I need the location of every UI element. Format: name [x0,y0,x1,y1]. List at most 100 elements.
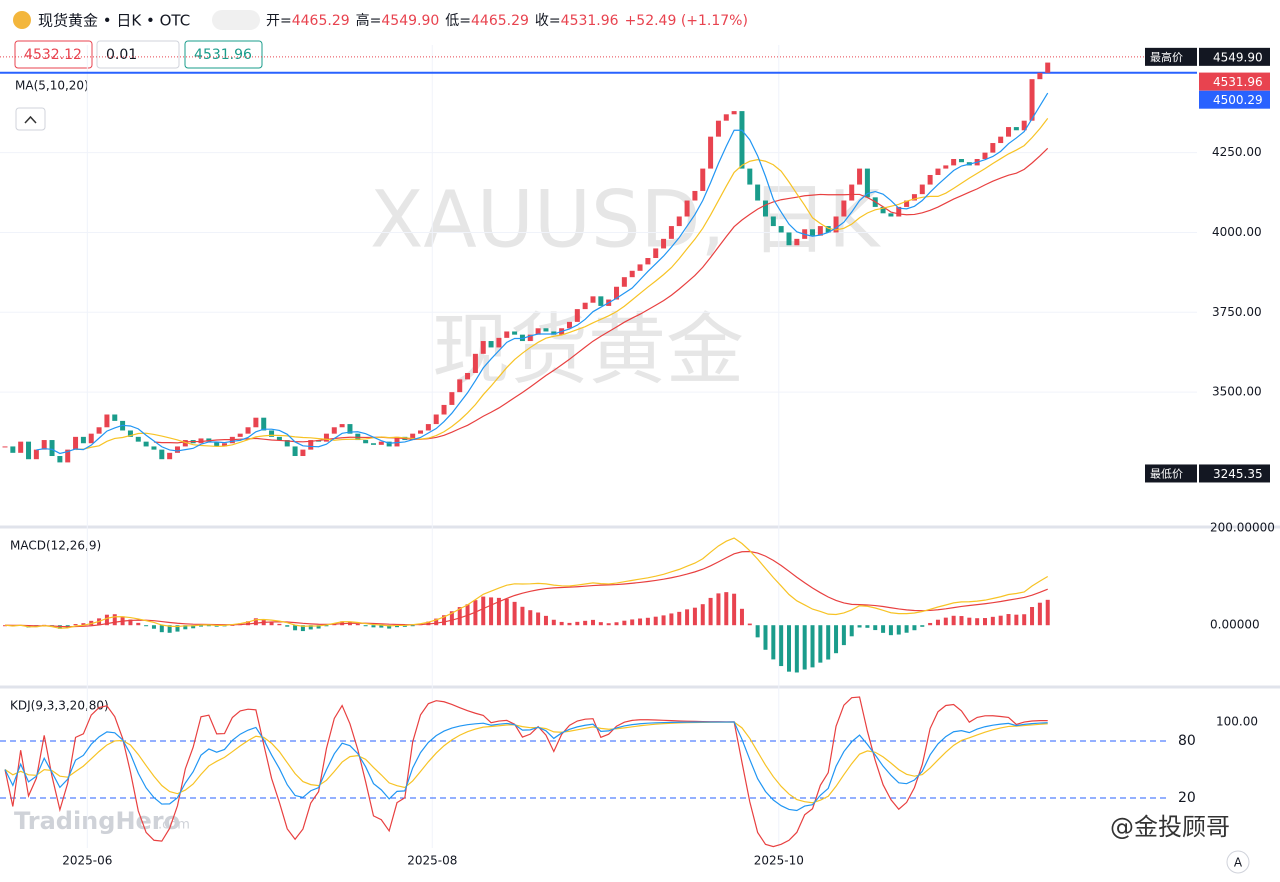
candle [378,441,384,445]
macd-bar [1030,606,1035,626]
candle [26,441,32,460]
candle [943,165,949,169]
brand-suffix: .com [158,818,190,833]
candle [700,168,706,191]
candle [245,427,251,434]
candle [911,194,917,201]
level-label: 80 [1178,733,1196,749]
candle [668,226,674,239]
macd-bar [316,625,321,629]
candle [786,232,792,246]
macd-bar [504,598,509,626]
macd-bar [732,593,737,626]
collapse-button[interactable] [15,107,46,131]
macd-tick-label: 0.00000 [1210,618,1260,632]
macd-bar [355,623,360,626]
candle [425,424,431,431]
candle [465,372,471,380]
candle [661,238,667,249]
candle [935,168,941,175]
macd-bar [763,625,768,650]
candle [480,341,486,354]
candle [582,302,588,310]
caret [24,115,37,124]
candle [598,296,604,306]
macd-bar [387,625,392,629]
ohlc-value: 4531.96 [561,13,619,29]
macd-bar [794,625,799,673]
macd-bar [293,625,298,631]
candle [896,206,902,217]
macd-bar [692,607,697,626]
macd-bar [73,624,78,626]
candle [810,229,816,236]
candle [198,438,204,444]
level-label: 20 [1178,790,1196,806]
macd-bar [520,606,525,626]
y-tick-label: 4000.00 [1212,225,1262,239]
candle [410,433,416,441]
macd-bar [935,619,940,626]
candle [614,286,620,300]
macd-bar [967,617,972,626]
candle [747,168,753,185]
macd-bar [645,617,650,626]
macd-bar [199,625,203,627]
candle [49,440,55,457]
macd-bar [230,624,235,626]
macd-bar [206,625,211,627]
buy-price[interactable]: 4531.96 [194,47,252,63]
macd-bar [591,619,595,626]
macd-bar [888,625,893,636]
macd-bar [622,620,627,626]
toggle[interactable] [212,10,260,30]
d-line [4,721,1048,804]
ohlc-label: 开= [266,13,292,29]
candle [112,414,118,421]
macd-bar [990,616,995,626]
candle [739,111,745,169]
sell-price[interactable]: 4532.12 [24,47,82,63]
brand: TradingHero [14,807,180,835]
macd-bar [928,622,933,626]
candle [347,424,353,434]
macd-bar [747,623,752,626]
macd-bar [849,625,854,637]
macd-bar [567,622,572,626]
candle [692,190,698,201]
auto-scale[interactable] [1226,850,1250,874]
candle [762,200,768,217]
candle [159,449,165,460]
candle [214,441,220,447]
buy-box[interactable] [184,40,263,69]
macd-bar [136,622,141,626]
candle [269,430,275,437]
candle [1037,72,1043,80]
candle [731,111,737,115]
candle [990,143,996,153]
candle [182,440,188,447]
candle [519,334,525,342]
candle [755,184,761,201]
spread-box[interactable] [96,40,180,69]
price-badge-text: 4500.29 [1213,93,1263,107]
macd-bar [104,614,109,626]
macd-bar [442,615,447,626]
candle [919,184,925,195]
candle [645,258,651,265]
macd-bar [583,620,588,626]
symbol-title[interactable]: 现货黄金 • 日K • OTC [38,12,190,30]
macd-bar [175,625,180,632]
macd-bar [371,625,376,628]
macd-bar [598,622,603,626]
author: @金投顾哥 [1110,813,1230,841]
kdj-tick-label: 100.00 [1216,715,1258,729]
candle [629,270,635,278]
spread[interactable]: 0.01 [106,47,137,63]
auto-label[interactable]: A [1234,856,1243,870]
sell-box[interactable] [14,40,93,69]
candle [637,264,643,271]
macd-bar [426,621,431,626]
candle [88,433,94,444]
extreme-tag-text: 最低价 [1150,467,1183,480]
